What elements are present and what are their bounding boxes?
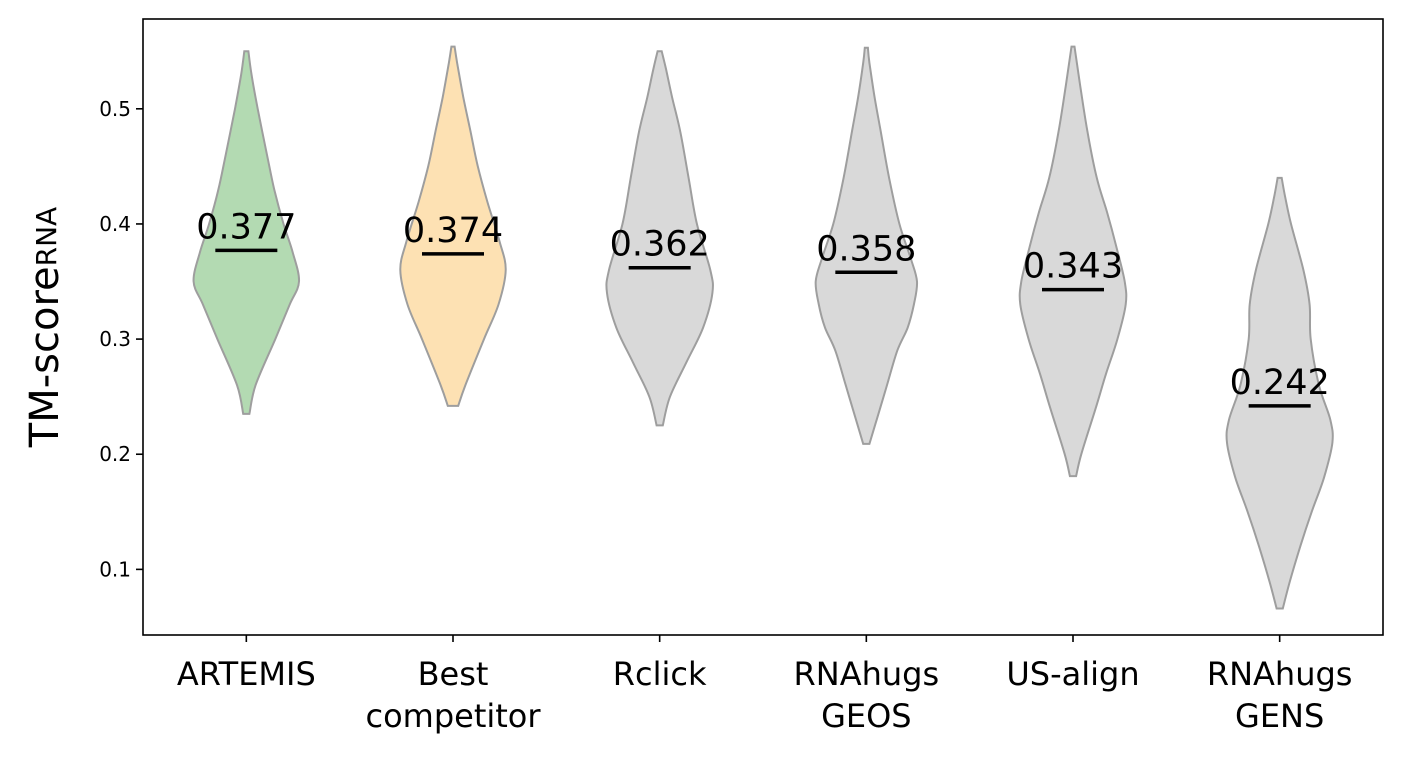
x-tick-label-5: US-align bbox=[1006, 655, 1139, 693]
y-tick-label-1: 0.1 bbox=[99, 557, 131, 581]
median-label-6: 0.242 bbox=[1230, 363, 1330, 403]
y-tick-label-3: 0.3 bbox=[99, 327, 131, 351]
x-axis: ARTEMIS Best competitor Rclick RNAhugs GEOS US… bbox=[177, 635, 1353, 735]
violin-1 bbox=[192, 50, 301, 415]
violin-5 bbox=[1018, 45, 1128, 478]
x-tick-label-2: Best competitor bbox=[365, 655, 541, 735]
violin-3 bbox=[605, 50, 714, 427]
y-tick-label-4: 0.4 bbox=[99, 212, 131, 236]
y-axis-label: TM-scoreRNA bbox=[22, 207, 68, 448]
y-axis-label-subscript: RNA bbox=[30, 207, 63, 267]
median-label-5: 0.343 bbox=[1023, 247, 1123, 287]
violin-4 bbox=[814, 46, 919, 445]
median-label-2: 0.374 bbox=[403, 211, 503, 251]
x-tick-label-3: Rclick bbox=[613, 655, 707, 693]
plot-frame bbox=[142, 18, 1384, 636]
y-axis: 0.1 0.2 0.3 0.4 0.5 bbox=[99, 97, 143, 581]
y-axis-label-main: TM-score bbox=[22, 266, 68, 448]
x-tick-label-1: ARTEMIS bbox=[177, 655, 316, 693]
violin-2 bbox=[399, 45, 507, 407]
median-label-1: 0.377 bbox=[196, 207, 296, 247]
x-tick-label-4: RNAhugs GEOS bbox=[794, 655, 940, 735]
y-tick-label-5: 0.5 bbox=[99, 97, 131, 121]
violin-6 bbox=[1225, 176, 1334, 610]
median-label-4: 0.358 bbox=[816, 229, 916, 269]
x-tick-label-6: RNAhugs GENS bbox=[1207, 655, 1353, 735]
violin-layer bbox=[192, 45, 1334, 610]
median-layer: 0.377 0.374 0.362 0.358 0.343 0.242 bbox=[196, 207, 1330, 408]
median-label-3: 0.362 bbox=[610, 225, 710, 265]
y-tick-label-2: 0.2 bbox=[99, 442, 131, 466]
